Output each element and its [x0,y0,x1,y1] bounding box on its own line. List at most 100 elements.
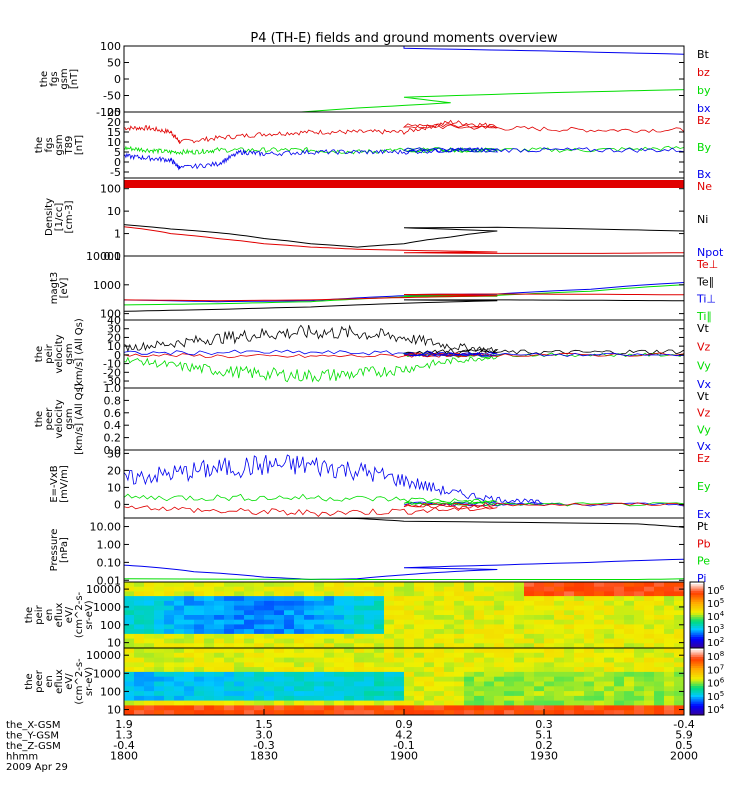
spectrogram-cell [204,657,215,663]
spectrogram-cell [544,662,555,668]
spectrogram-cell [204,586,215,592]
spectrogram-cell [494,596,505,602]
spectrogram-cell [204,695,215,702]
spectrogram-cell [174,676,185,683]
spectrogram-cell [674,582,684,588]
spectrogram-cell [564,643,575,648]
spectrogram-cell [214,691,225,697]
spectrogram-cell [184,605,195,611]
spectrogram-cell [214,605,225,611]
spectrogram-cell [364,648,375,654]
spectrogram-cell [154,648,165,654]
spectrogram-cell [654,671,665,678]
spectrogram-cell [604,582,615,588]
spectrogram-cell [634,691,645,697]
y-axis-label: eV/ [64,606,75,623]
spectrogram-cell [294,629,305,635]
spectrogram-cell [444,643,455,648]
y-tick-label: 100 [100,685,121,698]
y-axis-label: Density [44,198,55,236]
spectrogram-cell [504,700,515,706]
spectrogram-cell [454,710,465,715]
spectrogram-cell [554,638,565,644]
spectrogram-cell [634,643,645,648]
spectrogram-cell [254,586,265,592]
spectrogram-cell [424,638,435,644]
spectrogram-cell [574,643,585,648]
spectrogram-cell [604,691,615,697]
spectrogram-cell [574,648,585,654]
spectrogram-cell [614,633,625,640]
spectrogram-cell [534,586,545,592]
spectrogram-cell [624,676,635,683]
spectrogram-cell [204,619,215,625]
spectrogram-cell [594,710,605,715]
spectrogram-cell [164,605,175,611]
spectrogram-cell [344,676,355,683]
spectrogram-cell [244,619,255,625]
spectrogram-cell [264,700,275,706]
spectrogram-cell [644,586,655,592]
y-tick-label: 0 [114,156,121,169]
spectrogram-cell [184,615,195,621]
spectrogram-cell [604,600,615,607]
spectrogram-cell [674,710,684,715]
spectrogram-cell [554,643,565,648]
spectrogram-cell [624,615,635,621]
spectrogram-cell [304,605,315,611]
spectrogram-cell [644,657,655,663]
spectrogram-cell [494,691,505,697]
spectrogram-cell [414,629,425,635]
y-axis-label: eflux [54,669,65,694]
spectrogram-cell [134,624,145,630]
spectrogram-cell [304,582,315,588]
spectrogram-cell [404,676,415,683]
spectrogram-cell [224,691,235,697]
spectrogram-cell [524,586,535,592]
spectrogram-cell [134,605,145,611]
spectrogram-cell [544,652,555,659]
spectrogram-cell [374,705,385,711]
spectrogram-cell [324,648,335,654]
spectrogram-cell [634,624,645,630]
spectrogram-cell [484,686,495,692]
spectrogram-cell [164,643,175,648]
spectrogram-cell [434,586,445,592]
spectrogram-cell [574,705,585,711]
spectrogram-cell [444,710,455,715]
spectrogram-cell [194,591,205,597]
y-axis-label: peer [44,407,55,431]
spectrogram-cell [484,629,495,635]
spectrogram-cell [174,619,185,625]
spectrogram-cell [634,662,645,668]
series-line-Ex [124,454,684,507]
spectrogram-cell [244,695,255,702]
spectrogram-cell [174,605,185,611]
spectrogram-cell [474,691,485,697]
spectrogram-cell [164,633,175,640]
spectrogram-cell [614,586,625,592]
spectrogram-cell [544,705,555,711]
spectrogram-cell [654,662,665,668]
spectrogram-cell [344,710,355,715]
spectrogram-cell [614,657,625,663]
spectrogram-cell [514,667,525,673]
spectrogram-cell [324,676,335,683]
spectrogram-cell [444,605,455,611]
spectrogram-cell [314,695,325,702]
spectrogram-cell [364,695,375,702]
spectrogram-cell [414,710,425,715]
spectrogram-cell [464,638,475,644]
spectrogram-cell [404,596,415,602]
spectrogram-cell [384,596,395,602]
y-axis-label: (cm^2-s- [74,591,85,638]
spectrogram-cell [384,619,395,625]
series-line-blue [403,46,684,60]
spectrogram-cell [654,586,665,592]
spectrogram-cell [514,633,525,640]
spectrogram-cell [144,643,155,648]
spectrogram-cell [434,676,445,683]
spectrogram-cell [364,615,375,621]
